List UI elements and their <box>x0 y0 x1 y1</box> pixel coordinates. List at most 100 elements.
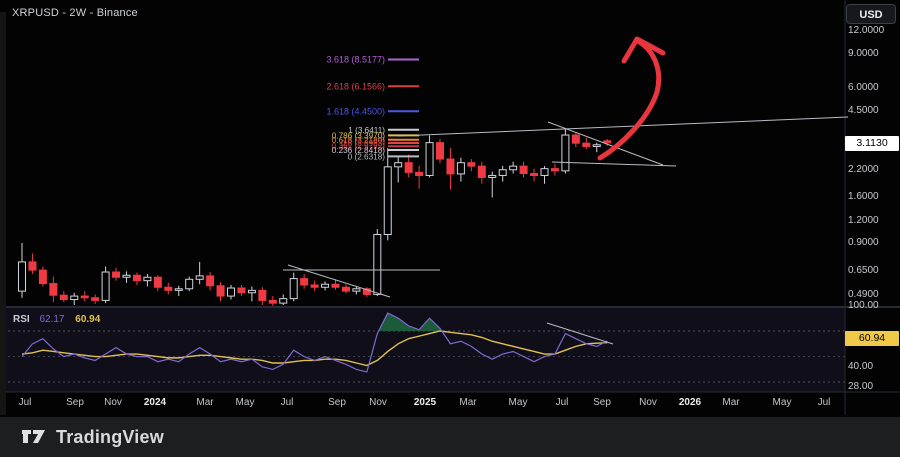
time-tick: 2026 <box>678 397 702 408</box>
trendline[interactable] <box>287 264 391 298</box>
price-tick: 4.5000 <box>848 105 879 116</box>
candles-series[interactable] <box>18 129 612 306</box>
candle-body <box>509 165 518 171</box>
candle-body <box>289 278 298 300</box>
symbol-legend[interactable]: XRPUSD - 2W - Binance <box>12 7 138 19</box>
rsi-tick: 40.00 <box>848 361 874 372</box>
candle-body <box>28 261 37 271</box>
trendline[interactable] <box>397 116 849 137</box>
fib-level-label: 1 (3.6411) <box>348 126 385 135</box>
candle-body <box>310 284 319 288</box>
candle-body <box>164 286 173 291</box>
trendline-drawings[interactable] <box>283 116 849 345</box>
candle-body <box>519 165 528 175</box>
candle-body <box>153 276 162 288</box>
candle-body <box>373 234 382 295</box>
currency-toggle-button[interactable]: USD <box>846 4 896 24</box>
candle-body <box>404 162 413 173</box>
candle-body <box>446 158 455 175</box>
rsi-value: 62.17 <box>39 314 65 325</box>
candle-body <box>237 287 246 294</box>
trendline[interactable] <box>547 121 664 166</box>
candle-body <box>195 275 204 280</box>
candle-body <box>561 134 570 172</box>
trendline[interactable] <box>551 161 677 167</box>
candle-body <box>38 269 47 285</box>
candle-body <box>477 165 486 178</box>
time-tick: Sep <box>66 397 84 408</box>
rsi-legend[interactable]: RSI 62.17 60.94 <box>13 314 100 325</box>
candle-body <box>49 283 58 296</box>
candle-body <box>185 278 194 290</box>
candle-body <box>300 278 309 286</box>
candle-body <box>227 287 235 297</box>
candle-body <box>70 295 79 301</box>
candle-body <box>436 142 444 160</box>
drawn-arrow-head <box>621 36 666 64</box>
candle-body <box>59 294 68 301</box>
fib-level-label: 0.5 (3.0963) <box>341 139 385 148</box>
tradingview-logo-icon[interactable] <box>20 426 48 448</box>
fib-level-label: 1.618 (4.4500) <box>326 106 385 116</box>
rsi-panel[interactable] <box>0 308 845 392</box>
fib-level-label: 0.236 (2.8418) <box>332 146 386 155</box>
fib-level-label: 0.382 (2.9792) <box>332 142 386 151</box>
time-tick: Mar <box>196 397 214 408</box>
candle-body <box>352 288 361 292</box>
candle-body <box>592 144 601 147</box>
candle-body <box>18 261 26 292</box>
candle-body <box>216 285 225 297</box>
price-tick: 12.0000 <box>848 25 885 36</box>
candle-body <box>101 271 110 301</box>
time-tick: Jul <box>817 397 831 408</box>
candle-body <box>122 274 131 278</box>
candle-body <box>268 299 277 304</box>
brand-name[interactable]: TradingView <box>56 426 164 447</box>
rsi-title: RSI <box>13 314 30 325</box>
fib-level-label: 0.618 (3.2180) <box>332 136 386 145</box>
candle-body <box>456 162 465 175</box>
time-tick: Mar <box>722 397 740 408</box>
fib-level-label: 3.618 (8.5177) <box>326 55 385 65</box>
time-tick: Nov <box>104 397 122 408</box>
time-tick: 2025 <box>413 397 437 408</box>
candle-body <box>603 140 612 144</box>
candle-body <box>488 174 497 178</box>
time-tick: Jul <box>555 397 569 408</box>
candle-body <box>425 142 434 176</box>
candle-body <box>143 276 152 282</box>
last-price-label: 3.1130 <box>845 135 899 151</box>
candle-body <box>91 297 100 301</box>
candle-body <box>498 169 507 176</box>
price-tick: 0.4900 <box>848 289 879 300</box>
price-tick: 2.2000 <box>848 164 879 175</box>
candle-body <box>80 295 89 299</box>
candle-body <box>258 289 267 301</box>
candle-body <box>467 162 476 167</box>
candle-body <box>174 288 183 291</box>
candle-body <box>331 283 340 288</box>
price-tick: 6.0000 <box>848 82 879 93</box>
fib-level-label: 0.786 (3.3970) <box>332 131 386 140</box>
price-tick: 9.0000 <box>848 48 879 59</box>
fib-extension-levels[interactable]: 3.618 (8.5177) 2.618 (6.1566) 1.618 (4.450… <box>326 55 419 162</box>
trendline[interactable] <box>546 322 614 345</box>
rsi-tick: 28.00 <box>848 381 874 392</box>
time-tick: Jul <box>18 397 32 408</box>
time-tick: May <box>772 397 792 408</box>
price-tick: 0.9000 <box>848 237 879 248</box>
candle-body <box>247 289 256 294</box>
time-tick: Jul <box>280 397 294 408</box>
time-tick: Mar <box>459 397 477 408</box>
rsi-value-label: 60.94 <box>845 330 899 346</box>
time-tick: May <box>235 397 255 408</box>
price-tick: 1.6000 <box>848 191 879 202</box>
time-tick: May <box>508 397 528 408</box>
time-tick: Nov <box>369 397 387 408</box>
rsi-line[interactable] <box>21 312 608 373</box>
drawn-arrow-annotation[interactable] <box>597 38 662 161</box>
candle-body <box>341 286 350 292</box>
candle-body <box>394 162 403 168</box>
